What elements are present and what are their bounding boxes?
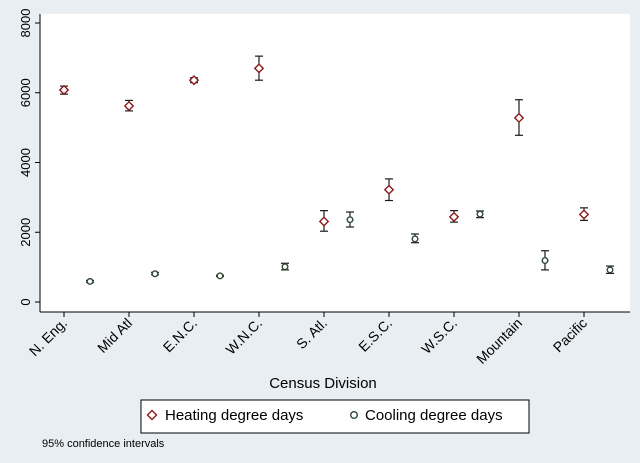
x-tick-label: E.N.C. bbox=[160, 315, 200, 355]
ci-heating bbox=[58, 84, 70, 96]
point-heating bbox=[253, 63, 265, 74]
legend: Heating degree days Cooling degree days bbox=[140, 399, 530, 434]
point-cooling bbox=[411, 235, 419, 243]
point-cooling bbox=[151, 270, 159, 278]
ci-heating bbox=[578, 207, 590, 221]
ci-cooling bbox=[346, 211, 354, 228]
point-cooling bbox=[476, 210, 484, 218]
x-tick-label: E.S.C. bbox=[355, 315, 395, 355]
point-heating bbox=[578, 209, 590, 220]
chart-note: 95% confidence intervals bbox=[42, 438, 165, 450]
legend-marker-cooling bbox=[350, 411, 359, 420]
point-cooling bbox=[541, 256, 549, 264]
ci-cooling bbox=[216, 272, 224, 280]
ci-heating bbox=[513, 99, 525, 136]
ci-heating bbox=[123, 99, 135, 112]
x-axis-title: Census Division bbox=[269, 375, 377, 392]
plot-area bbox=[40, 14, 630, 312]
y-tick-label: 4000 bbox=[18, 148, 33, 177]
legend-marker-heating bbox=[146, 409, 158, 421]
y-tick-label: 2000 bbox=[18, 218, 33, 247]
ci-cooling bbox=[476, 210, 484, 219]
x-tick-label: N. Eng. bbox=[26, 315, 70, 359]
point-heating bbox=[513, 112, 525, 124]
point-cooling bbox=[346, 216, 354, 224]
data-marks bbox=[58, 55, 614, 285]
x-axis: N. Eng. Mid Atl E.N.C. W.N.C. S. Atl. E.S.C. W… bbox=[26, 311, 630, 367]
ci-cooling bbox=[411, 233, 419, 244]
x-tick-label: Mid Atl bbox=[94, 315, 135, 356]
ci-heating bbox=[383, 178, 395, 202]
ci-cooling bbox=[281, 262, 289, 271]
legend-label-heating: Heating degree days bbox=[165, 407, 303, 424]
y-tick-label: 0 bbox=[18, 298, 33, 305]
point-heating bbox=[448, 211, 460, 223]
x-tick-label: S. Atl. bbox=[293, 315, 330, 352]
legend-label-cooling: Cooling degree days bbox=[365, 407, 503, 424]
y-tick-label: 8000 bbox=[18, 9, 33, 38]
ci-heating bbox=[318, 210, 330, 232]
x-tick-label: Pacific bbox=[550, 315, 590, 355]
ci-heating bbox=[188, 75, 200, 86]
point-heating bbox=[58, 84, 70, 96]
ci-cooling bbox=[606, 265, 614, 275]
x-tick-label: Mountain bbox=[473, 315, 525, 367]
y-axis: 0 2000 4000 6000 8000 bbox=[18, 9, 41, 312]
point-heating bbox=[188, 75, 200, 86]
point-cooling bbox=[606, 266, 614, 274]
ci-heating bbox=[448, 210, 460, 223]
point-heating bbox=[383, 184, 395, 195]
point-cooling bbox=[216, 272, 224, 280]
ci-cooling bbox=[541, 250, 549, 271]
ci-heating bbox=[253, 55, 265, 81]
legend-box bbox=[140, 399, 530, 434]
ci-cooling bbox=[151, 270, 159, 278]
point-cooling bbox=[281, 263, 289, 271]
point-cooling bbox=[86, 277, 94, 285]
y-tick-label: 6000 bbox=[18, 78, 33, 107]
x-tick-label: W.S.C. bbox=[418, 315, 460, 357]
x-tick-label: W.N.C. bbox=[222, 315, 265, 358]
point-heating bbox=[318, 216, 330, 227]
ci-cooling bbox=[86, 277, 94, 285]
point-heating bbox=[123, 100, 135, 112]
